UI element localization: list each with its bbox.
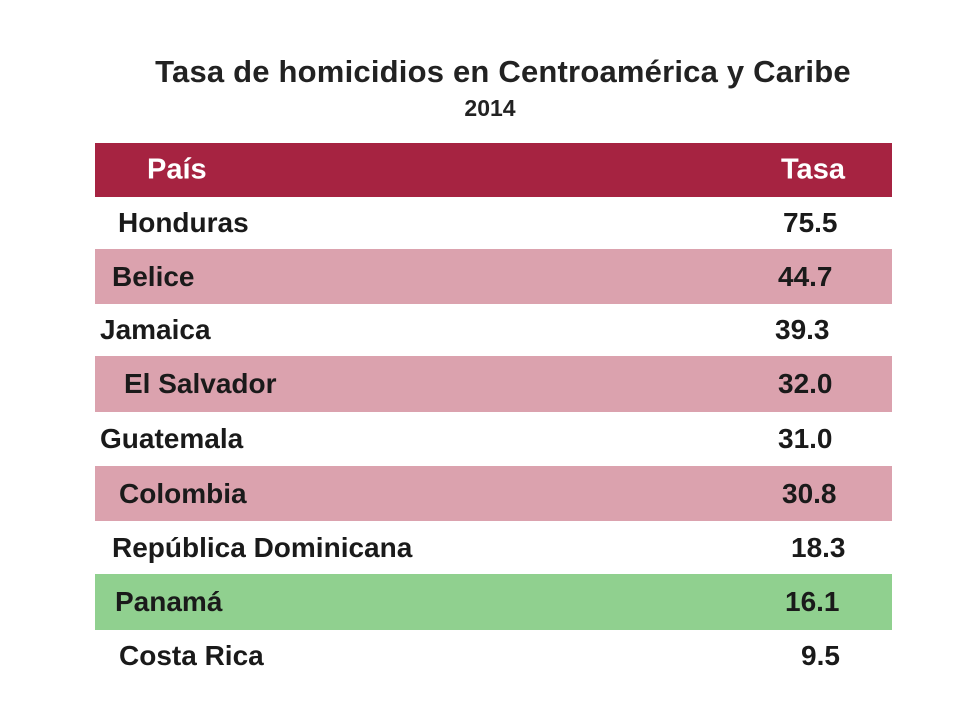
rate-cell: 30.8 — [782, 477, 837, 509]
rate-cell: 44.7 — [778, 260, 833, 292]
country-cell: Costa Rica — [119, 640, 264, 671]
country-cell: Honduras — [118, 207, 249, 238]
table-row: El Salvador 32.0 — [95, 356, 892, 412]
table-row: República Dominicana 18.3 — [95, 521, 892, 574]
homicide-rate-table: País Tasa Honduras 75.5 Belice 44.7 Jamaica 3… — [95, 143, 892, 682]
country-cell: Colombia — [119, 477, 247, 509]
chart-subtitle: 2014 — [464, 95, 516, 121]
column-header-country: País — [147, 153, 207, 186]
rate-cell: 16.1 — [785, 586, 840, 617]
country-cell: Guatemala — [100, 423, 244, 454]
table-row: Belice 44.7 — [95, 249, 892, 304]
table-body: Honduras 75.5 Belice 44.7 Jamaica 39.3 El Salv… — [95, 197, 892, 682]
rate-cell: 31.0 — [778, 423, 833, 454]
rate-cell: 18.3 — [791, 531, 846, 563]
column-header-rate: Tasa — [781, 153, 845, 186]
table-header-row: País Tasa — [95, 143, 892, 197]
country-cell: República Dominicana — [112, 531, 413, 563]
table-row: Jamaica 39.3 — [95, 304, 892, 356]
chart-title: Tasa de homicidios en Centroamérica y Ca… — [155, 54, 851, 89]
country-cell: Panamá — [115, 586, 223, 617]
country-cell: Jamaica — [100, 314, 211, 345]
rate-cell: 39.3 — [775, 314, 830, 345]
table-row: Panamá 16.1 — [95, 574, 892, 630]
table-row: Colombia 30.8 — [95, 466, 892, 521]
rate-cell: 75.5 — [783, 207, 838, 238]
table-row: Costa Rica 9.5 — [95, 630, 892, 682]
table-row: Honduras 75.5 — [95, 197, 892, 249]
country-cell: El Salvador — [124, 368, 277, 399]
rate-cell: 9.5 — [801, 640, 840, 671]
table-row: Guatemala 31.0 — [95, 412, 892, 466]
rate-cell: 32.0 — [778, 368, 833, 399]
country-cell: Belice — [112, 260, 195, 292]
